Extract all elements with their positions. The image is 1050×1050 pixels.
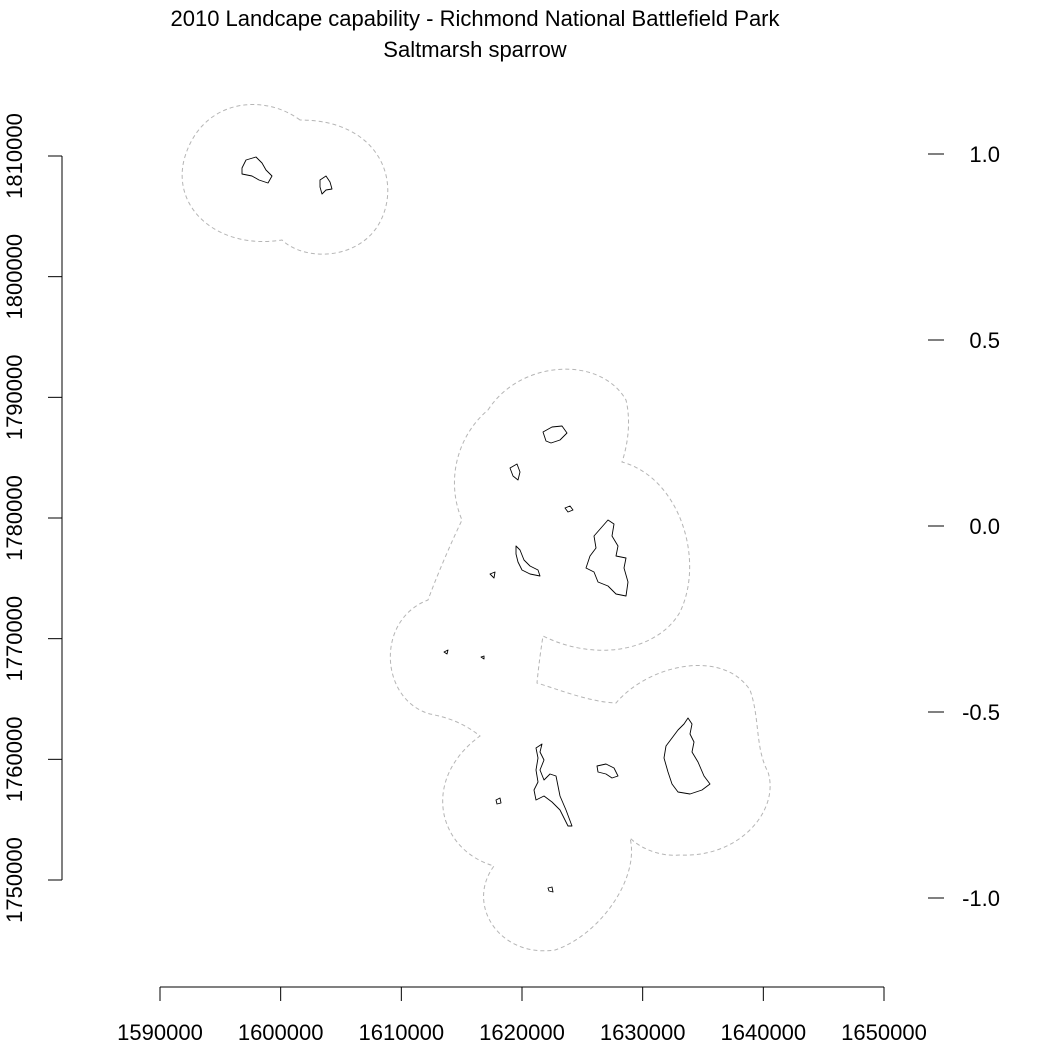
buffer-zones: [181, 104, 771, 952]
habitat-patch: [515, 545, 541, 577]
y-tick-label: 1810000: [2, 113, 27, 199]
legend-tick-label: 0.5: [969, 328, 1000, 353]
habitat-patch: [509, 463, 521, 481]
habitat-patch: [542, 425, 568, 444]
map-subtitle: Saltmarsh sparrow: [383, 37, 567, 62]
x-tick-label: 1650000: [841, 1020, 927, 1045]
legend-tick-label: 1.0: [969, 142, 1000, 167]
habitat-patch: [443, 649, 449, 655]
habitat-patch: [495, 797, 502, 805]
buffer-zone-north: [181, 104, 389, 255]
habitat-patch: [480, 655, 485, 660]
legend-tick-label: -1.0: [962, 886, 1000, 911]
y-tick-label: 1760000: [2, 717, 27, 803]
y-axis: 1750000 1760000 1770000 1780000 1790000 18000…: [2, 113, 63, 923]
x-tick-label: 1620000: [479, 1020, 565, 1045]
habitat-patch: [585, 519, 629, 597]
y-tick-label: 1750000: [2, 837, 27, 923]
habitat-patch: [547, 886, 554, 893]
habitat-patch: [564, 505, 574, 513]
buffer-zone-central: [389, 368, 771, 952]
habitat-patch: [241, 156, 273, 184]
legend-tick-label: -0.5: [962, 700, 1000, 725]
habitat-patch: [489, 571, 496, 579]
y-tick-label: 1780000: [2, 475, 27, 561]
x-tick-label: 1590000: [117, 1020, 203, 1045]
x-tick-label: 1600000: [238, 1020, 324, 1045]
habitat-patch: [596, 763, 619, 779]
habitat-patch: [533, 743, 573, 827]
legend-axis: 1.0 0.5 0.0 -0.5 -1.0: [928, 142, 1000, 911]
x-tick-label: 1610000: [359, 1020, 445, 1045]
x-tick-label: 1640000: [721, 1020, 807, 1045]
habitat-patches: [241, 156, 711, 893]
y-tick-label: 1790000: [2, 355, 27, 441]
x-axis: 1590000 1600000 1610000 1620000 1630000 16400…: [117, 986, 927, 1045]
y-tick-label: 1770000: [2, 596, 27, 682]
map-title: 2010 Landcape capability - Richmond Nati…: [170, 6, 780, 31]
habitat-patch: [319, 175, 333, 195]
habitat-patch: [663, 717, 711, 795]
x-tick-label: 1630000: [600, 1020, 686, 1045]
legend-tick-label: 0.0: [969, 514, 1000, 539]
y-tick-label: 1800000: [2, 234, 27, 320]
